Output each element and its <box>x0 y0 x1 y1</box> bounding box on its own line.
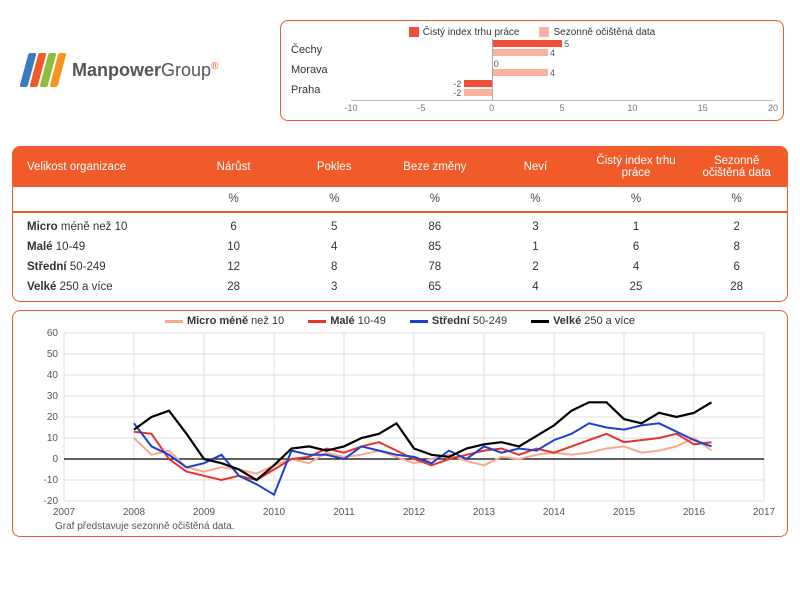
table-row: Velké 250 a více2836542528 <box>13 277 787 301</box>
table-row: Micro méně než 106586312 <box>13 212 787 237</box>
table-header-row: Velikost organizaceNárůstPoklesBeze změn… <box>13 147 787 187</box>
svg-text:60: 60 <box>47 329 59 339</box>
line-svg: -20 -10 0 10 20 30 40 50 60 2007 2008 2009 2010 2011 2… <box>21 329 779 519</box>
svg-text:2012: 2012 <box>403 507 426 518</box>
svg-text:2015: 2015 <box>613 507 636 518</box>
table: Velikost organizaceNárůstPoklesBeze změn… <box>13 147 787 301</box>
svg-text:2013: 2013 <box>473 507 496 518</box>
logo-text: ManpowerGroup® <box>72 60 218 81</box>
svg-text:2008: 2008 <box>123 507 146 518</box>
svg-text:2007: 2007 <box>53 507 76 518</box>
legend-item: Velké 250 a více <box>531 315 635 327</box>
hbar-row: Morava04 <box>291 60 773 80</box>
legend-item: Střední 50-249 <box>410 315 507 327</box>
logo-bars-icon <box>19 53 66 87</box>
hbar-axis: -10-505101520 <box>351 100 773 116</box>
table-row: Malé 10-4910485168 <box>13 237 787 257</box>
svg-text:2009: 2009 <box>193 507 216 518</box>
logo: ManpowerGroup® <box>0 53 280 87</box>
legend-item: Sezonně očištěná data <box>539 27 655 38</box>
svg-text:2016: 2016 <box>683 507 706 518</box>
hbar-body: Čechy54Morava04Praha-2-2 <box>291 40 773 100</box>
svg-text:2010: 2010 <box>263 507 286 518</box>
table-percent-row: %%%%%% <box>13 187 787 212</box>
svg-text:10: 10 <box>47 433 59 444</box>
svg-text:2011: 2011 <box>333 507 355 518</box>
table-body: Micro méně než 106586312Malé 10-49104851… <box>13 212 787 301</box>
chart-note: Graf představuje sezonně očištěná data. <box>21 519 779 534</box>
svg-text:50: 50 <box>47 349 59 360</box>
svg-text:40: 40 <box>47 370 59 381</box>
org-size-table: Velikost organizaceNárůstPoklesBeze změn… <box>12 146 788 302</box>
svg-text:20: 20 <box>47 412 59 423</box>
line-legend: Micro méně než 10 Malé 10-49 Střední 50-24… <box>21 315 779 327</box>
top-row: ManpowerGroup® Čistý index trhu práce Sez… <box>0 0 800 140</box>
svg-text:30: 30 <box>47 391 59 402</box>
svg-text:0: 0 <box>52 454 58 465</box>
hbar-row: Praha-2-2 <box>291 80 773 100</box>
regional-bar-chart: Čistý index trhu práce Sezonně očištěná d… <box>280 20 784 121</box>
legend-item: Malé 10-49 <box>308 315 386 327</box>
svg-text:2017: 2017 <box>753 507 776 518</box>
svg-text:-20: -20 <box>44 496 59 507</box>
hbar-row: Čechy54 <box>291 40 773 60</box>
svg-text:-10: -10 <box>44 475 59 486</box>
legend-item: Čistý index trhu práce <box>409 27 520 38</box>
legend-item: Micro méně než 10 <box>165 315 284 327</box>
table-row: Střední 50-24912878246 <box>13 257 787 277</box>
trend-line-chart: Micro méně než 10 Malé 10-49 Střední 50-24… <box>12 310 788 537</box>
hbar-legend: Čistý index trhu práce Sezonně očištěná d… <box>291 27 773 38</box>
svg-text:2014: 2014 <box>543 507 566 518</box>
